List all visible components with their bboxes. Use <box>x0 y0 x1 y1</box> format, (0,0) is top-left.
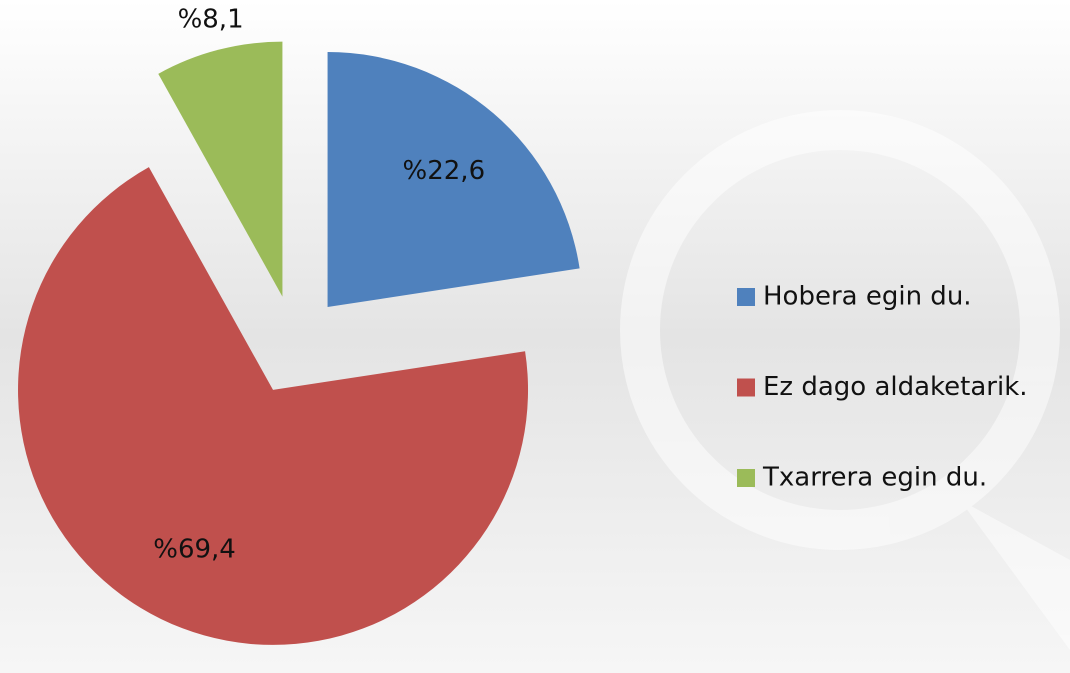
chart: %22,6 %69,4 %8,1 Hobera egin du. Ez dago ald… <box>0 0 1070 673</box>
legend-label: Ez dago aldaketarik. <box>763 372 1028 402</box>
legend-swatch <box>737 288 755 306</box>
legend-label: Txarrera egin du. <box>762 463 987 493</box>
data-label: %8,1 <box>178 5 244 35</box>
legend-swatch <box>737 469 755 487</box>
data-label: %22,6 <box>403 156 486 186</box>
legend-swatch <box>737 379 755 397</box>
legend-label: Hobera egin du. <box>763 282 972 312</box>
data-label: %69,4 <box>153 535 236 565</box>
